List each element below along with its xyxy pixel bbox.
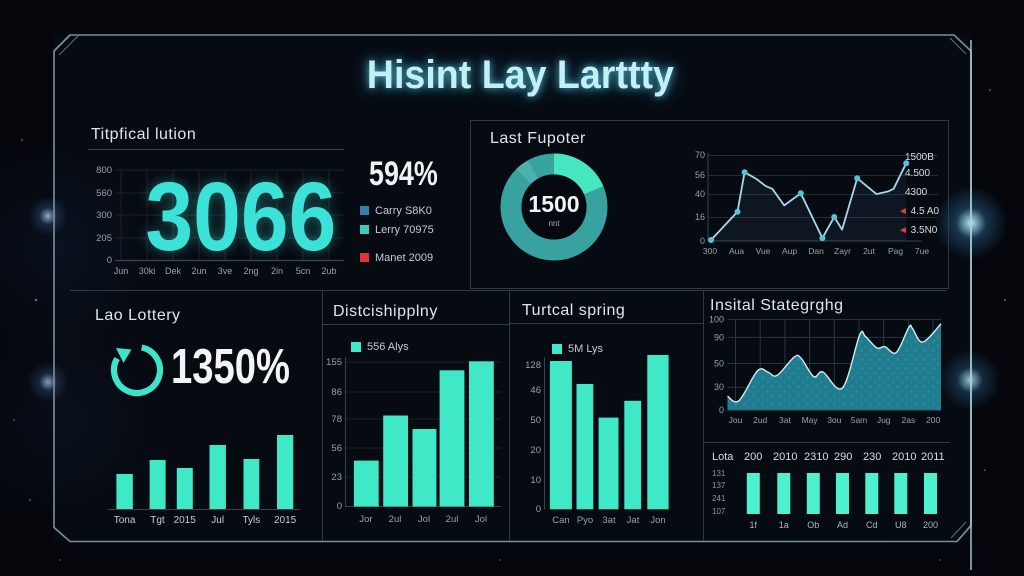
- svg-text:0: 0: [700, 236, 705, 246]
- svg-text:1f: 1f: [750, 520, 758, 530]
- svg-text:Pyo: Pyo: [577, 515, 593, 526]
- svg-text:Jug: Jug: [877, 415, 891, 425]
- svg-text:205: 205: [96, 233, 112, 244]
- svg-text:Can: Can: [552, 515, 569, 526]
- svg-text:Jon: Jon: [650, 515, 665, 526]
- svg-text:Jou: Jou: [729, 415, 743, 425]
- svg-text:46: 46: [530, 385, 541, 396]
- svg-text:128: 128: [525, 360, 541, 371]
- svg-text:2ud: 2ud: [753, 415, 767, 425]
- svg-text:Pag: Pag: [888, 246, 903, 256]
- svg-text:2ul: 2ul: [446, 514, 459, 525]
- svg-text:560: 560: [96, 188, 112, 199]
- svg-text:2un: 2un: [191, 266, 206, 276]
- svg-text:Dek: Dek: [165, 266, 182, 276]
- svg-text:3ou: 3ou: [827, 415, 841, 425]
- svg-text:300: 300: [96, 210, 112, 221]
- svg-text:3ve: 3ve: [218, 266, 233, 276]
- svg-text:Jol: Jol: [475, 514, 487, 525]
- svg-text:56: 56: [331, 443, 342, 454]
- svg-text:2ub: 2ub: [321, 266, 336, 276]
- svg-text:0: 0: [107, 255, 112, 266]
- svg-text:3at: 3at: [602, 515, 616, 526]
- svg-text:1a: 1a: [779, 520, 789, 530]
- svg-text:Ob: Ob: [807, 520, 819, 530]
- svg-text:200: 200: [926, 415, 940, 425]
- svg-text:200: 200: [923, 520, 938, 530]
- svg-text:Jor: Jor: [359, 514, 372, 525]
- svg-text:Jol: Jol: [418, 514, 430, 525]
- svg-text:nnt: nnt: [548, 219, 560, 228]
- svg-text:20: 20: [530, 445, 541, 456]
- svg-text:U8: U8: [895, 520, 907, 530]
- svg-text:70: 70: [695, 150, 705, 160]
- svg-text:10: 10: [530, 475, 541, 486]
- svg-text:5am: 5am: [851, 415, 868, 425]
- svg-text:50: 50: [530, 415, 541, 426]
- svg-text:155: 155: [326, 357, 342, 368]
- svg-text:2ng: 2ng: [243, 266, 258, 276]
- svg-text:30ki: 30ki: [139, 266, 156, 276]
- svg-text:2in: 2in: [271, 266, 283, 276]
- svg-text:0: 0: [719, 405, 724, 415]
- svg-text:Aup: Aup: [782, 246, 797, 256]
- svg-text:7ue: 7ue: [915, 246, 929, 256]
- svg-text:2ut: 2ut: [863, 246, 875, 256]
- svg-text:0: 0: [536, 504, 541, 515]
- svg-text:2015: 2015: [274, 515, 297, 526]
- svg-text:2ul: 2ul: [389, 514, 402, 525]
- svg-text:1500: 1500: [528, 191, 579, 217]
- svg-text:86: 86: [331, 387, 342, 398]
- svg-text:2015: 2015: [174, 515, 197, 526]
- svg-text:Dan: Dan: [808, 246, 824, 256]
- svg-text:90: 90: [714, 333, 724, 343]
- svg-text:100: 100: [709, 315, 724, 325]
- svg-text:16: 16: [695, 212, 705, 222]
- svg-text:Jat: Jat: [627, 515, 640, 526]
- svg-text:Vue: Vue: [756, 246, 771, 256]
- svg-text:Tgt: Tgt: [150, 515, 165, 526]
- svg-text:Ad: Ad: [837, 520, 848, 530]
- svg-text:56: 56: [695, 170, 705, 180]
- svg-text:3at: 3at: [779, 415, 791, 425]
- svg-text:800: 800: [96, 165, 112, 176]
- svg-text:23: 23: [331, 472, 342, 483]
- svg-text:May: May: [802, 415, 819, 425]
- svg-text:Cd: Cd: [866, 520, 878, 530]
- svg-text:Tona: Tona: [114, 515, 136, 526]
- svg-text:30: 30: [714, 382, 724, 392]
- svg-text:2as: 2as: [902, 415, 916, 425]
- svg-text:Aua: Aua: [729, 246, 744, 256]
- svg-text:5cn: 5cn: [296, 266, 311, 276]
- svg-text:78: 78: [331, 414, 342, 425]
- svg-text:Jul: Jul: [211, 515, 224, 526]
- svg-text:40: 40: [695, 189, 705, 199]
- svg-text:50: 50: [714, 359, 724, 369]
- svg-text:Zayr: Zayr: [834, 246, 851, 256]
- svg-text:Tyls: Tyls: [243, 515, 261, 526]
- svg-text:0: 0: [337, 501, 342, 512]
- svg-text:Jun: Jun: [114, 266, 129, 276]
- svg-text:300: 300: [703, 246, 717, 256]
